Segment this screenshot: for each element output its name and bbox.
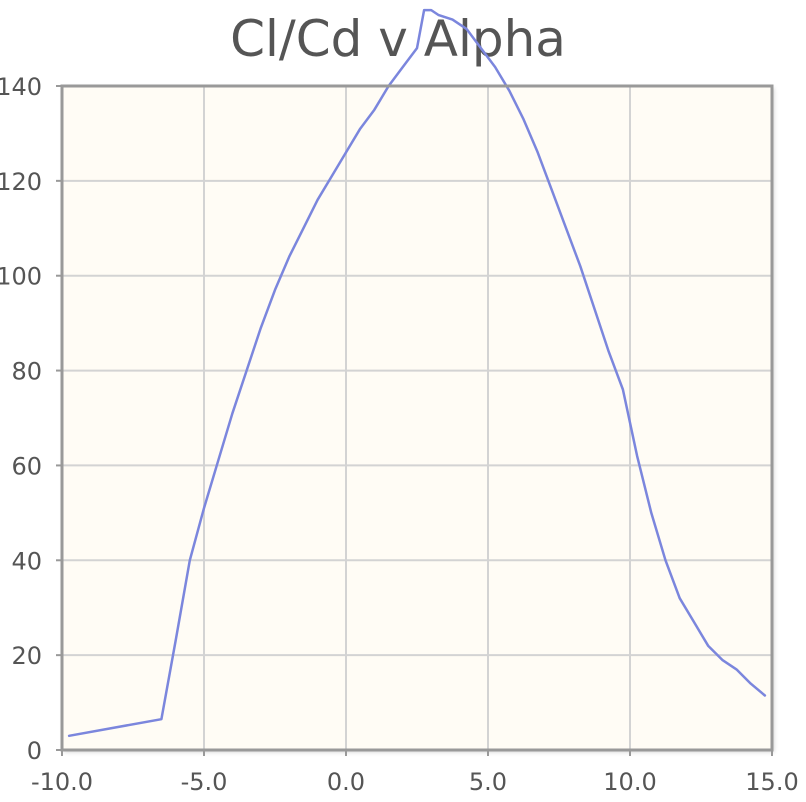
y-tick-label: 100 (0, 263, 42, 291)
y-tick-label: 40 (11, 547, 42, 575)
x-tick-label: 15.0 (745, 768, 798, 796)
y-tick-label: 60 (11, 452, 42, 480)
chart-title: Cl/Cd v Alpha (230, 10, 566, 68)
x-tick-label: 10.0 (603, 768, 656, 796)
plot-area (62, 86, 772, 750)
y-tick-label: 80 (11, 358, 42, 386)
x-tick-label: -10.0 (31, 768, 93, 796)
series-line-0 (67, 8, 767, 738)
y-tick-label: 140 (0, 73, 42, 101)
y-tick-label: 0 (27, 737, 42, 765)
plot-frame (60, 84, 774, 752)
y-tick-label: 20 (11, 642, 42, 670)
y-tick-label: 120 (0, 168, 42, 196)
x-tick-label: 0.0 (327, 768, 365, 796)
x-tick-label: 5.0 (469, 768, 507, 796)
x-tick-label: -5.0 (181, 768, 228, 796)
